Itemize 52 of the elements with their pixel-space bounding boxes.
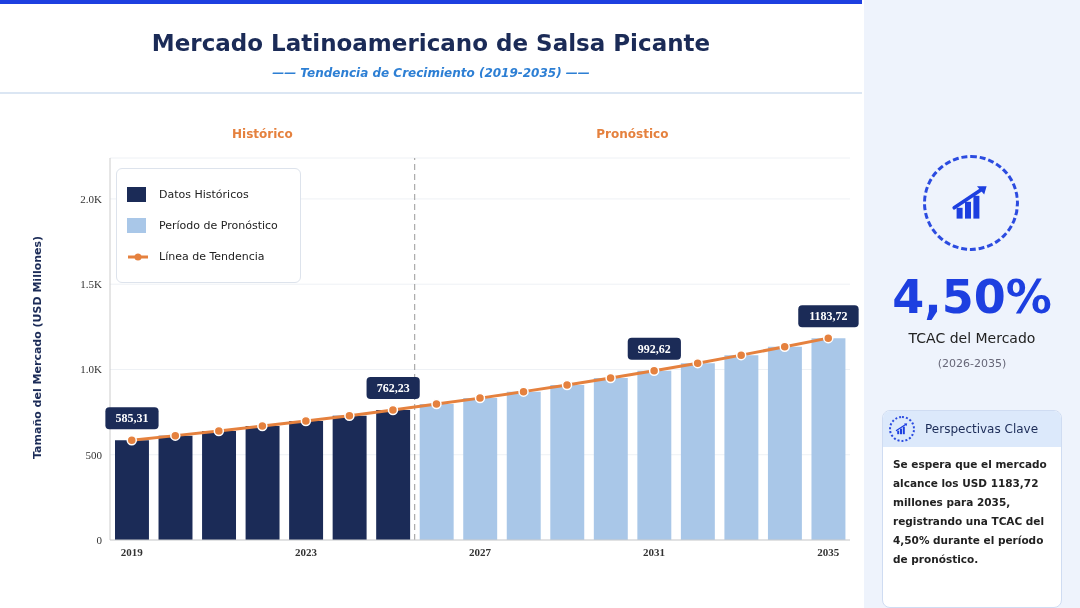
bar (593, 377, 628, 540)
bar (158, 435, 193, 540)
text: 4,50% (891, 270, 1053, 324)
bar (550, 384, 585, 540)
bar (376, 410, 411, 540)
bar (811, 338, 846, 540)
point (474, 392, 486, 404)
bar (202, 431, 237, 540)
data-label: 585,31 (115, 411, 149, 426)
point (300, 415, 312, 427)
bar (680, 363, 715, 540)
data-label: 1183,72 (809, 309, 848, 324)
x-tick-label: 2035 (817, 545, 840, 558)
chart-subtitle: —— Tendencia de Crecimiento (2019-2035) —— (271, 66, 591, 80)
data-label: 992,62 (637, 341, 671, 356)
text: Pronóstico (595, 127, 670, 141)
y-tick-label: 0 (96, 533, 103, 546)
y-axis-title: Tamaño del Mercado (USD Millones) (30, 235, 44, 459)
x-tick-label: 2031 (643, 545, 666, 558)
chart-title: Mercado Latinoamericano de Salsa Picante (150, 30, 712, 56)
point (213, 425, 225, 437)
text: TCAC del Mercado (907, 330, 1037, 346)
text: Se espera que el mercado alcance los USD 1183,72 millones para 2035, registrando una TCAC del 4,50% durante el período de pronóstico. (892, 457, 1048, 567)
y-tick-label: 2.0K (80, 192, 103, 205)
point (561, 379, 573, 391)
x-tick-label: 2027 (469, 545, 492, 558)
text: Perspectivas Clave (925, 422, 1039, 436)
bar (506, 391, 541, 540)
bar (245, 426, 280, 540)
data-label: 762,23 (376, 381, 410, 396)
legend-label: Línea de Tendencia (159, 250, 265, 263)
y-tick-label: 1.0K (80, 363, 103, 376)
text: Histórico (231, 127, 294, 141)
bar (289, 420, 324, 540)
legend-label: Período de Pronóstico (159, 219, 278, 232)
y-tick-label: 500 (85, 448, 103, 461)
x-tick-label: 2019 (120, 545, 144, 558)
point (387, 404, 399, 416)
point (257, 420, 268, 432)
bar (767, 346, 802, 540)
bar (115, 440, 149, 540)
bar (332, 415, 367, 540)
x-tick-label: 2023 (294, 545, 318, 558)
y-tick-label: 1.5K (80, 278, 103, 291)
bar (724, 355, 759, 540)
bar (419, 404, 454, 540)
bar (637, 370, 672, 540)
point (431, 398, 442, 410)
bar (463, 398, 498, 540)
legend-label: Datos Históricos (159, 188, 249, 201)
text: (2026-2035) (936, 357, 1008, 370)
point (605, 372, 616, 384)
